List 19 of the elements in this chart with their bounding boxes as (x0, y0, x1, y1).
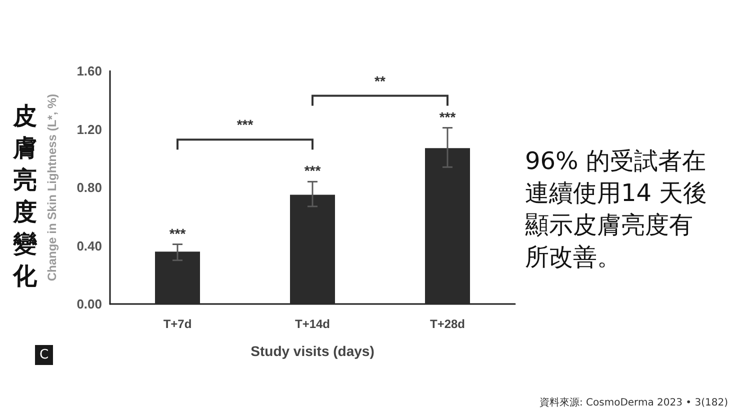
x-axis-title: Study visits (days) (250, 343, 374, 359)
y-tick-label: 1.60 (76, 64, 102, 78)
y-tick-label: 0.80 (76, 180, 102, 195)
x-tick-label: T+14d (294, 317, 330, 331)
annotation: *** (304, 162, 322, 179)
y-tick-label: 0.00 (76, 296, 102, 312)
annotation: *** (169, 225, 186, 242)
x-tick-label: T+28d (430, 317, 466, 331)
annotation: ** (374, 72, 386, 89)
annotation: *** (439, 108, 456, 125)
y-axis-title: Change in Skin Lightness (L*, %) (45, 94, 59, 282)
y-tick-label: 1.20 (76, 122, 102, 137)
x-tick-label: T+7d (163, 317, 192, 331)
source-note: 資料來源: CosmoDerma 2023 • 3(182) (539, 396, 728, 408)
text: C (39, 348, 49, 362)
text: 96% 的受試者在連續使用14 天後顯示皮膚亮度有所改善。 (525, 147, 708, 271)
y-tick-label: 0.40 (76, 238, 102, 254)
text: 皮膚亮度變化 (12, 102, 38, 290)
annotation: *** (236, 116, 254, 133)
